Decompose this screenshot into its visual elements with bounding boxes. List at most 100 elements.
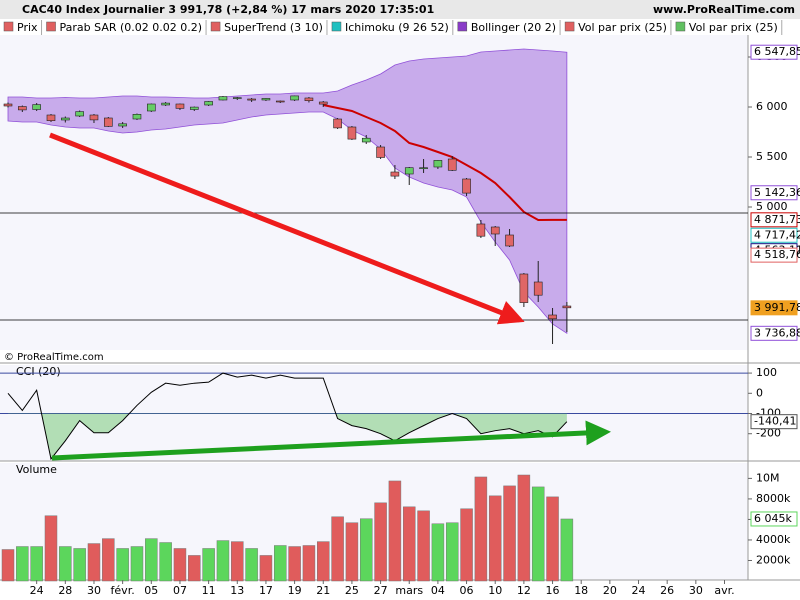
candle-body xyxy=(89,114,99,121)
candle-body xyxy=(104,117,113,127)
x-tick-label: 19 xyxy=(288,584,302,597)
x-tick-label: févr. xyxy=(111,584,135,597)
volume-bar xyxy=(503,485,516,582)
volume-bar xyxy=(374,502,387,582)
header-bar xyxy=(0,0,800,19)
volume-bar xyxy=(417,510,430,582)
candle-body xyxy=(505,234,514,247)
candle-body xyxy=(390,171,400,177)
candle-body xyxy=(490,226,500,235)
value-label-box xyxy=(750,414,798,430)
legend-icon xyxy=(457,21,468,32)
y-tick-label: -200 xyxy=(756,427,781,440)
price-label: 4 717,42 xyxy=(754,228,800,241)
legend-icon xyxy=(675,21,686,32)
x-tick-label: 24 xyxy=(632,584,646,597)
legend-label: Bollinger (20 2) xyxy=(471,21,556,34)
candle-body xyxy=(290,95,299,101)
candle-body xyxy=(61,117,70,121)
value-label: -140,41 xyxy=(754,415,796,428)
candle-body xyxy=(204,101,213,106)
price-label: 4 871,73 xyxy=(754,213,800,226)
x-tick-label: 17 xyxy=(259,584,273,597)
volume-bar xyxy=(216,540,230,582)
volume-bar xyxy=(288,546,301,582)
panel-title: Volume xyxy=(16,463,57,476)
legend-icon xyxy=(3,21,14,32)
price-label-box xyxy=(750,185,798,201)
copyright: © ProRealTime.com xyxy=(4,352,104,363)
x-tick-label: 25 xyxy=(345,584,359,597)
candle-body xyxy=(147,103,156,112)
volume-bar xyxy=(130,546,144,582)
volume-bar xyxy=(531,486,545,582)
price-label-box xyxy=(750,212,798,228)
volume-bar xyxy=(30,546,43,582)
volume-bar xyxy=(345,522,359,582)
volume-bar xyxy=(1,549,15,582)
candle-body xyxy=(419,167,428,169)
price-label-box xyxy=(750,227,798,243)
legend-label: Prix xyxy=(17,21,38,34)
panel-title: CCI (20) xyxy=(16,365,61,378)
candle-body xyxy=(275,100,285,103)
candle-body xyxy=(218,96,228,101)
volume-bar xyxy=(173,548,187,582)
legend-label: Ichimoku (9 26 52) xyxy=(345,21,449,34)
price-panel xyxy=(0,35,748,350)
header-title: CAC40 Index Journalier 3 991,78 (+2,84 %… xyxy=(22,3,434,16)
legend-label: Vol par prix (25) xyxy=(689,21,778,34)
volume-bar xyxy=(360,518,373,582)
volume-bar xyxy=(44,515,58,582)
volume-bar xyxy=(388,480,402,582)
legend-icon xyxy=(331,21,342,32)
y-tick-label: 5 500 xyxy=(756,150,788,163)
legend-icon xyxy=(210,21,221,32)
value-label: 6 045k xyxy=(754,512,792,525)
price-label: 6 547,85 xyxy=(754,45,800,58)
y-tick-label: 0 xyxy=(756,386,763,399)
x-tick-label: 18 xyxy=(574,584,588,597)
candle-body xyxy=(118,123,127,127)
volume-bar xyxy=(188,555,201,582)
y-tick-label: 100 xyxy=(756,366,777,379)
volume-bar xyxy=(560,518,574,582)
candle-body xyxy=(548,314,557,320)
x-tick-label: 06 xyxy=(460,584,474,597)
candle-body xyxy=(46,114,56,121)
candle-body xyxy=(361,137,371,143)
candle-body xyxy=(433,160,443,168)
x-tick-label: 20 xyxy=(603,584,617,597)
candle-body xyxy=(447,158,457,171)
x-tick-label: 26 xyxy=(660,584,674,597)
price-label: 5 142,36 xyxy=(754,186,800,199)
volume-bar xyxy=(159,542,172,582)
volume-bar xyxy=(302,545,316,582)
legend-icon xyxy=(564,21,575,32)
volume-bar xyxy=(546,496,559,582)
plot-layer: Prix Parab SAR (0.02 0.02 0.2) SuperTrend … xyxy=(0,20,800,597)
volume-bar xyxy=(16,546,29,582)
volume-bar xyxy=(517,474,531,582)
x-tick-label: mars xyxy=(395,584,423,597)
x-tick-label: 16 xyxy=(546,584,560,597)
candle-body xyxy=(519,273,529,303)
y-tick-label: 10M xyxy=(756,471,780,484)
x-tick-label: 07 xyxy=(173,584,187,597)
candle-body xyxy=(3,103,13,107)
volume-bar xyxy=(116,548,129,582)
candle-body xyxy=(347,126,357,140)
candle-body xyxy=(476,223,486,237)
header-site: www.ProRealTime.com xyxy=(653,3,795,16)
candle-body xyxy=(161,102,170,106)
x-tick-label: 30 xyxy=(87,584,101,597)
candle-body xyxy=(462,178,471,194)
volume-bar xyxy=(59,546,72,582)
volume-bar xyxy=(73,548,86,582)
x-tick-label: 27 xyxy=(374,584,388,597)
x-tick-label: 05 xyxy=(144,584,158,597)
divergence-arrow xyxy=(51,420,611,461)
x-tick-label: 10 xyxy=(488,584,502,597)
volume-bar xyxy=(245,548,258,582)
